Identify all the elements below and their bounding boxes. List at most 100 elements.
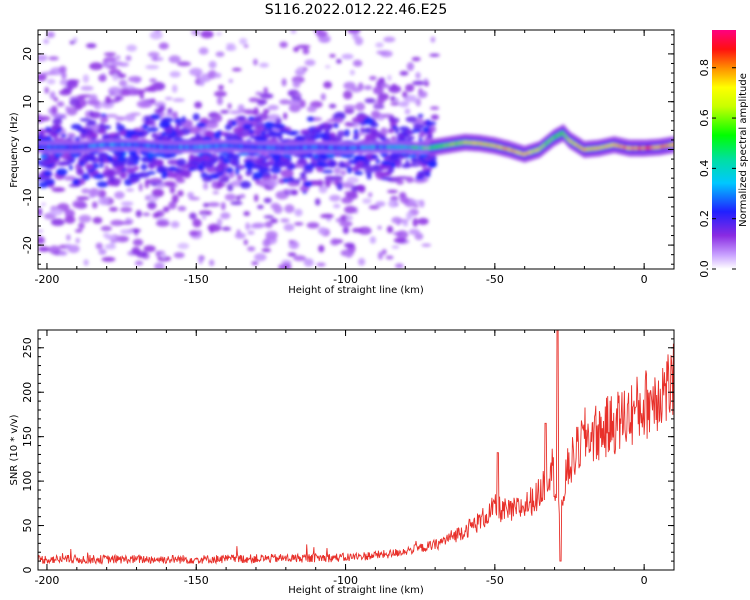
spectrogram-cell: [208, 60, 217, 69]
spectrogram-cell: [415, 72, 421, 79]
spectrogram-cell: [377, 225, 382, 230]
spectrogram-cell: [220, 212, 231, 220]
spectrogram-cell: [362, 198, 372, 204]
spectrogram-cell: [99, 162, 104, 168]
spectrogram-cell: [172, 98, 185, 102]
spectrogram-cell: [416, 116, 424, 124]
spectrogram-cell: [138, 182, 143, 192]
spectrogram-cell: [78, 160, 86, 167]
spectrogram-cell: [217, 163, 228, 167]
spectrogram-cell: [318, 163, 330, 168]
spectrogram-cell: [43, 170, 52, 177]
spectrogram-cell: [428, 163, 436, 168]
spectrogram-cell: [203, 161, 215, 166]
spectrogram-cell: [265, 230, 278, 240]
spectrogram-cell: [155, 220, 170, 227]
spectrogram-cell: [231, 67, 242, 72]
spectrogram-cell: [224, 193, 237, 201]
spectrogram-cell: [346, 176, 359, 184]
y-tick-label: 250: [21, 337, 34, 358]
spectrogram-cell: [387, 74, 392, 81]
spectrogram-cell: [233, 127, 244, 134]
spectrogram-cell: [167, 153, 177, 158]
spectrogram-cell: [296, 44, 311, 49]
spectrogram-cell: [306, 116, 315, 122]
spectrogram-cell: [366, 172, 372, 180]
spectrogram-cell: [125, 188, 135, 192]
spectrogram-cell: [316, 262, 326, 267]
spectrogram-cell: [103, 52, 117, 56]
spectrogram-cell: [377, 251, 384, 260]
spectrogram-cell: [128, 87, 139, 94]
spectrogram-cell: [252, 135, 265, 139]
spectrogram-cell: [265, 155, 271, 159]
spectrogram-cell: [273, 132, 282, 136]
spectrogram-cell: [40, 154, 47, 159]
spectrogram-cell: [138, 171, 150, 178]
spectrogram-cell: [239, 180, 252, 189]
spectrogram-cell: [167, 166, 178, 172]
spectrogram-cell: [98, 74, 107, 82]
spectrogram-cell: [226, 43, 235, 47]
colorbar-tick-label: 0.2: [698, 210, 711, 228]
spectrogram-cell: [75, 237, 80, 244]
colorbar-title: Normalized spectral amplitude: [738, 73, 749, 227]
snr-y-title: SNR (10 * v/v): [9, 414, 20, 485]
spectrogram-cell: [363, 117, 374, 125]
spectrogram-cell: [320, 93, 326, 101]
spectrogram-cell: [342, 226, 350, 234]
spectrogram-cell: [281, 78, 287, 87]
spectrogram-cell: [297, 158, 308, 165]
spectrogram-cell: [80, 85, 94, 91]
spectrogram-cell: [253, 115, 262, 123]
spectrogram-cell: [318, 123, 326, 131]
spectrogram-cell: [72, 179, 78, 185]
spectrogram-cell: [243, 211, 250, 217]
spectrogram-cell: [147, 201, 157, 210]
spectrogram-cell: [358, 226, 372, 235]
spectrogram-cell: [284, 204, 295, 214]
spectrogram-cell: [263, 179, 274, 186]
spectrogram-cell: [291, 189, 298, 196]
spectrogram-cell: [237, 134, 247, 138]
spectrogram-cell: [229, 110, 243, 115]
spectrogram-cell: [388, 85, 402, 94]
spectrogram-cell: [78, 222, 85, 230]
spectrogram-cell: [230, 161, 238, 166]
spectrogram-cell: [256, 125, 264, 131]
spectrogram-cell: [81, 173, 91, 181]
spectrogram-cell: [155, 159, 164, 168]
spectrogram-cell: [263, 215, 274, 219]
spectrogram-cell: [351, 166, 360, 172]
spectrogram-cell: [237, 152, 244, 156]
spectrogram-cell: [56, 168, 68, 177]
spectrogram-cell: [306, 222, 320, 229]
spectrogram-cell: [43, 178, 55, 186]
spectrogram-cell: [101, 256, 116, 262]
spectrogram-cell: [430, 106, 440, 110]
x-tick-label: 0: [641, 273, 648, 286]
x-tick-label: -50: [486, 574, 504, 587]
spectrogram-cell: [261, 248, 271, 253]
spectrogram-cell: [176, 158, 187, 166]
spectrogram-cell: [52, 118, 63, 126]
spectrogram-cell: [303, 258, 314, 267]
spectrogram-cell: [225, 167, 234, 174]
spectrogram-cell: [303, 181, 313, 188]
spectrogram-cell: [412, 80, 425, 86]
spectrogram-cell: [413, 123, 422, 130]
spectrogram-cell: [245, 222, 250, 231]
spectrogram-cell: [402, 222, 409, 227]
spectrogram-cell: [46, 78, 56, 85]
spectrogram-cell: [325, 65, 331, 69]
snr-ticks: -200 -150 -100 -50 0 0 50 100 150 200 250: [21, 329, 675, 587]
spectrogram-cell: [236, 174, 243, 181]
spectrogram-cell: [380, 177, 392, 181]
spectrogram-cell: [288, 240, 294, 244]
spectrogram-cell: [353, 154, 366, 161]
spectrogram-cell: [203, 202, 210, 208]
spectrogram-cell: [331, 135, 343, 143]
spectrogram-cell: [412, 95, 417, 104]
spectrogram-cell: [357, 184, 365, 191]
